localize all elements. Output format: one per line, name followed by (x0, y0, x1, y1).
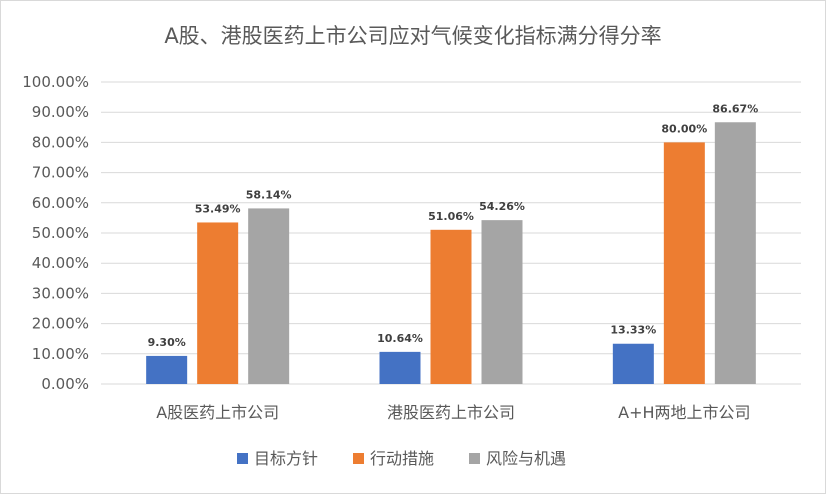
legend-label: 风险与机遇 (486, 449, 566, 468)
data-label: 54.26% (479, 200, 525, 213)
bars (146, 122, 756, 385)
y-tick-label: 80.00% (32, 133, 89, 151)
x-axis-categories: A股医药上市公司 港股医药上市公司 A+H两地上市公司 (156, 403, 750, 422)
y-tick-label: 30.00% (32, 284, 89, 302)
legend-label: 目标方针 (254, 449, 318, 468)
y-tick-label: 20.00% (32, 315, 89, 333)
chart-title: A股、港股医药上市公司应对气候变化指标满分得分率 (164, 24, 661, 48)
bar (379, 351, 421, 384)
data-label: 53.49% (195, 202, 241, 215)
y-axis-ticks: 0.00% 10.00% 20.00% 30.00% 40.00% 50.00% 60.00… (22, 73, 89, 393)
x-category-label: A股医药上市公司 (156, 403, 279, 422)
y-tick-label: 10.00% (32, 345, 89, 363)
data-label: 80.00% (661, 122, 707, 135)
y-tick-label: 0.00% (41, 375, 89, 393)
y-tick-label: 40.00% (32, 254, 89, 272)
bar (197, 222, 239, 384)
y-tick-label: 70.00% (32, 164, 89, 182)
legend-label: 行动措施 (370, 449, 434, 468)
data-label: 13.33% (610, 324, 656, 337)
legend-swatch (469, 453, 480, 464)
bar (612, 343, 654, 384)
data-labels: 9.30% 53.49% 58.14% 10.64% 51.06% 54.26% 13.33… (148, 102, 759, 349)
data-label: 9.30% (148, 336, 186, 349)
legend: 目标方针 行动措施 风险与机遇 (237, 449, 566, 468)
bar (146, 355, 188, 384)
y-tick-label: 60.00% (32, 194, 89, 212)
bar (481, 220, 523, 384)
bar (714, 122, 756, 385)
y-tick-label: 50.00% (32, 224, 89, 242)
legend-swatch (353, 453, 364, 464)
legend-swatch (237, 453, 248, 464)
data-label: 10.64% (377, 332, 423, 345)
bar (248, 208, 290, 384)
x-category-label: A+H两地上市公司 (618, 403, 750, 422)
data-label: 86.67% (712, 102, 758, 115)
y-tick-label: 100.00% (22, 73, 89, 91)
y-tick-label: 90.00% (32, 103, 89, 121)
x-category-label: 港股医药上市公司 (387, 403, 515, 422)
data-label: 58.14% (246, 188, 292, 201)
bar (663, 142, 705, 384)
bar (430, 229, 472, 384)
data-label: 51.06% (428, 210, 474, 223)
